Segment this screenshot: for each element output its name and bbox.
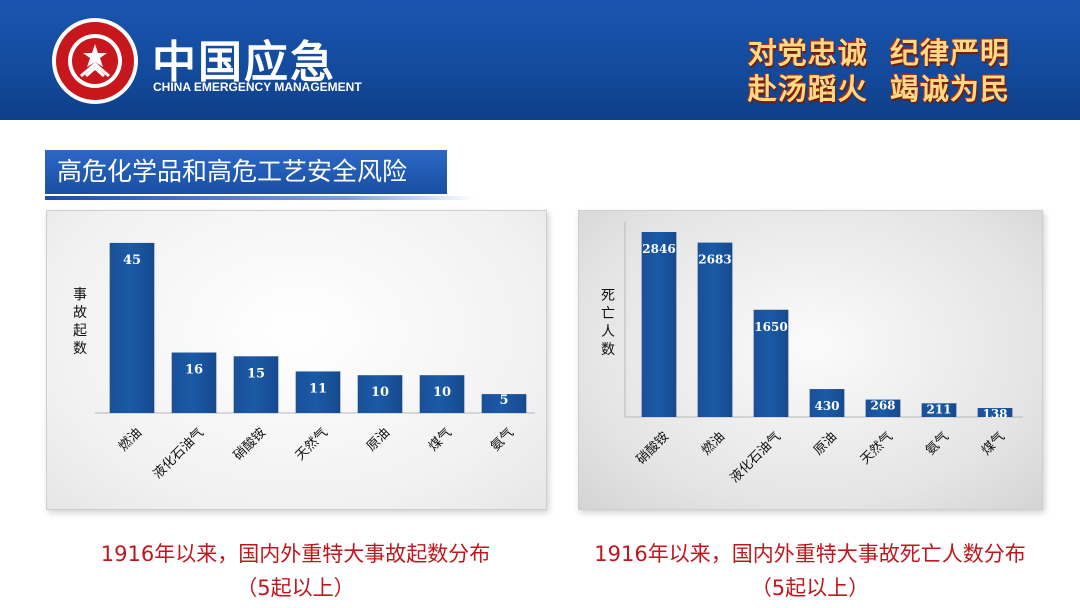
category-label-4: 原油 — [364, 425, 393, 454]
svg-text:人: 人 — [601, 324, 615, 340]
bar-0 — [641, 232, 677, 417]
death-count-chart: 2846 硝酸铵 2683 燃油 1650 液化石油气 430 原油 268 天然气 211 氨气 13… — [601, 222, 1023, 486]
category-label-3: 原油 — [811, 429, 840, 458]
category-label-1: 燃油 — [698, 429, 728, 459]
bar-3 — [295, 371, 341, 413]
data-label-5: 211 — [926, 402, 951, 416]
category-label-0: 硝酸铵 — [634, 429, 672, 467]
accident-count-chart: 45 燃油 16 液化石油气 15 硝酸铵 11 天然气 10 原油 10 煤气 5 氨气 事故起数 — [73, 242, 535, 482]
emergency-emblem-icon — [52, 18, 138, 104]
left-caption-line-1: 1916年以来，国内外重特大事故起数分布 — [100, 542, 491, 566]
slogan-line-1: 对党忠诚 纪律严明 — [747, 36, 1010, 70]
slogan-line-2: 赴汤蹈火 竭诚为民 — [747, 72, 1010, 106]
data-label-5: 10 — [433, 385, 451, 400]
section-title: 高危化学品和高危工艺安全风险 — [45, 150, 447, 194]
bar-5 — [921, 403, 957, 417]
bar-6 — [481, 394, 527, 413]
logo-english-text: CHINA EMERGENCY MANAGEMENT — [153, 80, 362, 94]
data-label-4: 10 — [371, 385, 389, 400]
svg-text:数: 数 — [601, 342, 615, 358]
bar-0 — [109, 242, 155, 413]
data-label-0: 45 — [123, 253, 141, 268]
y-axis-label: 事故起数 — [73, 287, 87, 357]
category-label-2: 硝酸铵 — [231, 425, 269, 463]
bar-4 — [357, 375, 403, 413]
bar-5 — [419, 375, 465, 413]
bar-4 — [865, 399, 901, 417]
category-label-1: 液化石油气 — [150, 425, 207, 482]
data-label-1: 2683 — [698, 253, 731, 267]
bar-2 — [753, 309, 789, 417]
death-count-chart-panel: 2846 硝酸铵 2683 燃油 1650 液化石油气 430 原油 268 天然气 211 氨气 13… — [578, 210, 1043, 510]
svg-text:事: 事 — [73, 287, 87, 303]
category-label-2: 液化石油气 — [727, 429, 784, 486]
data-label-2: 1650 — [754, 320, 787, 334]
y-axis-label: 死亡人数 — [601, 288, 615, 358]
category-label-6: 煤气 — [978, 429, 1008, 459]
right-caption-line-2: （5起以上） — [750, 576, 870, 600]
svg-text:起: 起 — [73, 323, 87, 339]
data-label-3: 430 — [814, 399, 839, 413]
bar-3 — [809, 389, 845, 417]
bar-1 — [171, 352, 217, 413]
data-label-4: 268 — [870, 399, 895, 413]
accident-count-chart-panel: 45 燃油 16 液化石油气 15 硝酸铵 11 天然气 10 原油 10 煤气 5 氨气 事故起数 — [46, 210, 547, 510]
data-label-6: 138 — [982, 407, 1007, 421]
bar-6 — [977, 408, 1013, 417]
category-label-4: 天然气 — [857, 429, 896, 468]
logo-chinese-text: 中国应急 — [152, 37, 336, 88]
data-label-6: 5 — [499, 393, 508, 408]
data-label-1: 16 — [185, 363, 203, 378]
bar-1 — [697, 242, 733, 417]
left-caption-line-2: （5起以上） — [236, 576, 355, 600]
category-label-5: 氨气 — [922, 429, 952, 459]
header-banner: 中国应急 CHINA EMERGENCY MANAGEMENT 对党忠诚 纪律严… — [0, 0, 1080, 120]
svg-text:死: 死 — [601, 288, 615, 304]
svg-text:故: 故 — [73, 305, 87, 321]
right-caption-line-1: 1916年以来，国内外重特大事故死亡人数分布 — [594, 542, 1026, 566]
svg-text:亡: 亡 — [601, 306, 615, 322]
data-label-3: 11 — [309, 381, 327, 396]
data-label-0: 2846 — [642, 242, 675, 256]
category-label-3: 天然气 — [292, 425, 331, 464]
data-label-2: 15 — [247, 366, 265, 381]
category-label-6: 氨气 — [487, 425, 517, 455]
category-label-0: 燃油 — [115, 425, 145, 455]
category-label-5: 煤气 — [425, 425, 455, 455]
title-underline — [45, 196, 475, 200]
bar-2 — [233, 356, 279, 413]
svg-text:数: 数 — [73, 341, 87, 357]
